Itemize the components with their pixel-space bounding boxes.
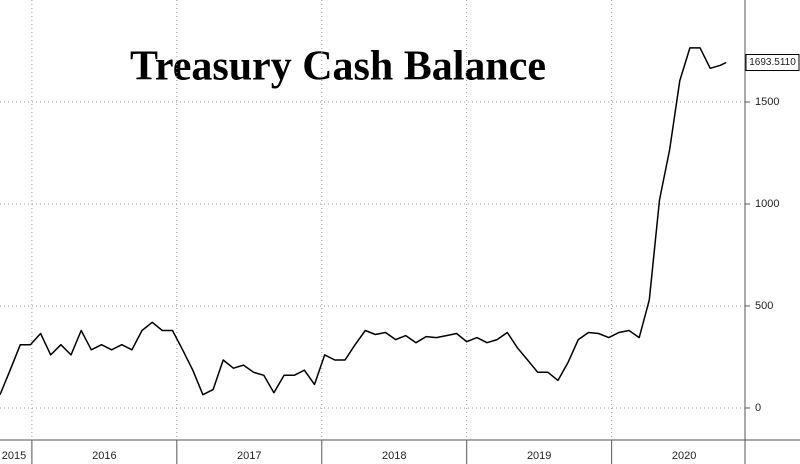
last-value-label: 1693.5110 <box>749 57 796 68</box>
x-tick-label: 2016 <box>92 450 116 462</box>
x-tick-label: 2017 <box>237 450 261 462</box>
x-tick-label: 2018 <box>382 450 406 462</box>
chart-title: Treasury Cash Balance <box>130 44 546 90</box>
last-value-box <box>745 54 800 72</box>
x-tick-label: 2020 <box>672 450 696 462</box>
x-tick-label: 2019 <box>527 450 551 462</box>
x-tick-label: 2015 <box>2 450 26 462</box>
y-tick-label: 1500 <box>755 96 779 108</box>
series-line <box>0 47 727 396</box>
y-tick-label: 1000 <box>755 198 779 210</box>
y-tick-label: 0 <box>755 402 761 414</box>
y-tick-label: 500 <box>755 300 773 312</box>
